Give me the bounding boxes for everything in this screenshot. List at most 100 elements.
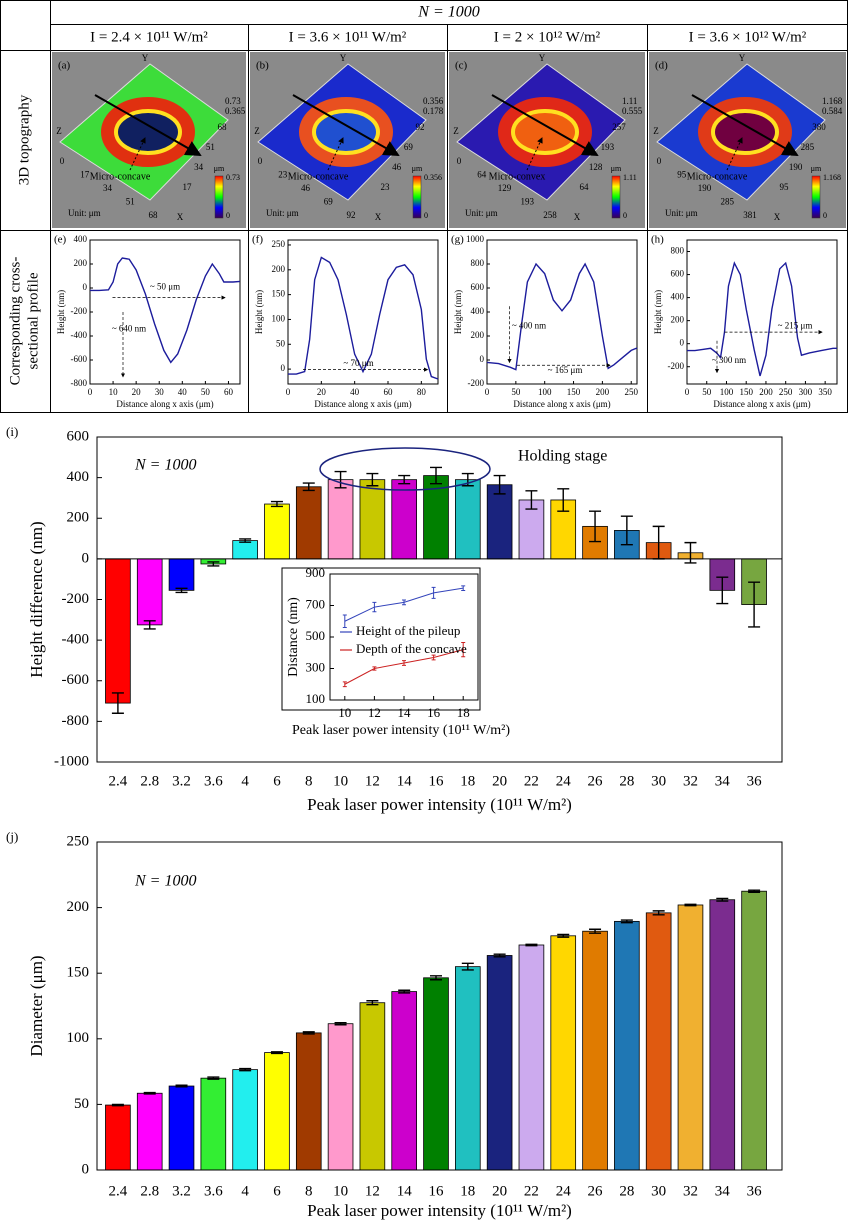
ring-inner [711,109,779,155]
x-tick-label: 60 [384,387,394,397]
data-line [90,257,241,364]
y-tick-label: 800 [471,258,485,268]
x-tick-label: 22 [524,773,539,789]
z-tick-label: 0.178 [423,106,444,116]
x-tick-label: 150 [739,387,753,397]
front-tick-label: 95 [677,170,687,180]
panel-label: (j) [6,829,18,844]
y-tick-label: 0 [82,1161,90,1177]
front-tick-label: 258 [543,210,557,220]
y-axis-label: Diameter (μm) [27,955,46,1056]
x-tick-label: 18 [460,773,475,789]
data-line [687,261,837,377]
y-tick-label: 0 [281,363,286,373]
side-tick-label: 17 [183,182,193,192]
front-tick-label: 285 [721,197,735,207]
z-tick-label: 1.168 [822,96,843,106]
bar [168,558,195,591]
axis-name: Y [739,53,746,63]
x-tick-label: 100 [720,387,734,397]
bar [518,944,545,1171]
y-tick-label: 200 [471,330,485,340]
error-bar [684,903,697,907]
x-tick-label: 10 [333,773,348,789]
y-tick-label: 150 [272,289,286,299]
error-bar [334,1021,347,1026]
x-tick-label: 28 [619,773,634,789]
axis-name: Y [340,53,347,63]
x-tick-label: 300 [799,387,813,397]
front-tick-label: 34 [103,183,113,193]
x-tick-label: 80 [417,387,427,397]
x-tick-label: 26 [588,773,604,789]
colorbar-min: 0 [424,211,428,220]
x-axis-label: Peak laser power intensity (10¹¹ W/m²) [307,795,572,814]
note-pointer [526,137,543,171]
error-bar [111,692,124,714]
side-tick-label: 285 [801,142,815,152]
side-tick-label: 69 [404,142,414,152]
front-tick-label: 0 [60,156,65,166]
y-tick-label: -200 [468,378,485,388]
x-tick-label: 12 [365,1183,380,1199]
y-tick-label: 400 [74,234,88,244]
colorbar [611,175,621,219]
error-bar [525,490,538,510]
x-tick-label: 10 [109,387,119,397]
column-header: I = 2 × 10¹² W/m² [494,29,601,45]
panel-label: (i) [6,424,18,439]
panel-label: (e) [54,234,67,246]
y-tick-label: 250 [67,833,90,849]
error-bar [207,1076,220,1080]
bar [232,540,258,560]
colorbar [412,175,422,219]
error-bar [302,482,315,492]
x-tick-label: 100 [538,387,552,397]
y-tick-label: 700 [306,596,326,611]
x-tick-label: 3.2 [172,773,191,789]
x-tick-label: 20 [317,387,327,397]
error-bar [366,1000,379,1006]
x-tick-label: 20 [492,1183,507,1199]
front-tick-label: 46 [301,183,311,193]
y-tick-label: 1000 [466,234,485,244]
section-arrow [94,94,202,156]
x-tick-label: 2.4 [109,1183,128,1199]
x-tick-label: 26 [588,1183,604,1199]
y-tick-label: 500 [306,628,326,643]
colorbar [214,175,224,219]
axis-name: Z [56,126,62,136]
side-tick-label: 92 [416,122,425,132]
x-tick-label: 18 [460,1183,475,1199]
error-bar [372,666,377,671]
bar [455,966,481,1171]
y-axis-label: Height (nm) [254,290,264,334]
x-tick-label: 24 [556,773,572,789]
annotation: N = 1000 [134,873,196,890]
error-bar [620,919,633,924]
annotation: ~ 640 nm [112,323,146,333]
bar [741,890,767,1171]
feature-note: Micro-concave [90,171,151,182]
error-bar [398,989,411,994]
annotation: N = 1000 [134,457,196,474]
error-bar [402,599,406,606]
side-tick-label: 64 [580,182,590,192]
x-tick-label: 30 [155,387,165,397]
axis-name: Z [453,126,459,136]
feature-note: Micro-concave [687,171,748,182]
error-bar [652,910,665,916]
front-tick-label: 0 [457,156,462,166]
y-tick-label: -800 [62,713,90,729]
y-tick-label: 100 [272,314,286,324]
y-tick-label: 200 [272,264,286,274]
note-pointer [129,137,146,171]
annotation: ~ 70 μm [343,358,373,368]
x-tick-label: 0 [286,387,291,397]
y-tick-label: 0 [82,550,90,566]
x-tick-label: 150 [567,387,581,397]
ring-inner [114,109,182,155]
error-bar [111,1103,124,1107]
x-tick-label: 3.6 [204,1183,223,1199]
z-tick-label: 0.73 [225,96,241,106]
